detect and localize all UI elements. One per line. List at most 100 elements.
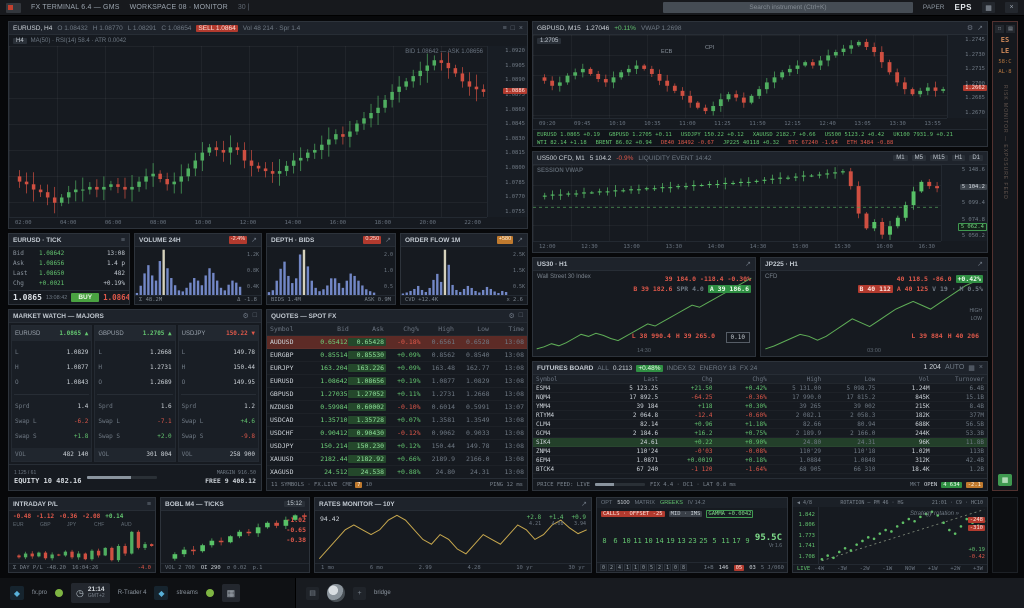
lot-size-box[interactable]: 0.10 — [725, 332, 750, 343]
matrix-tab[interactable]: MATRIX — [634, 500, 655, 506]
ticker-item[interactable]: GBPUSD 1.2705 +0.11 — [608, 132, 672, 138]
matrix-tab[interactable]: OPT — [601, 500, 613, 506]
time-axis[interactable]: 02:00 04:00 06:00 08:00 10:00 12:00 14:00 16:00… — [9, 217, 487, 228]
table-row[interactable]: GBPUSD 1.27035 1.27052 +0.11% 1.2731 1.2668 13… — [267, 388, 527, 401]
pl-mini-chart[interactable] — [9, 529, 155, 563]
timeframe-tab[interactable]: M1 — [893, 155, 908, 161]
timeframe-tab[interactable]: M15 — [929, 155, 948, 161]
fx-app-icon[interactable]: ◆ — [10, 586, 24, 600]
table-row[interactable]: CLM4 82.14 +0.96 +1.18% 82.66 80.94 688K 56.5B — [533, 420, 987, 429]
table-row[interactable]: 6EM4 1.0871 +0.0019 +0.18% 1.0884 1.0848 312K 4… — [533, 456, 987, 465]
table-row[interactable]: NZDUSD 0.59984 0.60002 -0.10% 0.6014 0.5991 13… — [267, 401, 527, 414]
matrix-value[interactable]: 6 — [613, 536, 618, 545]
pinned-app-icon[interactable]: ▤ — [306, 586, 319, 600]
minute-price-chart[interactable]: SESSION VWAP — [533, 165, 941, 241]
matrix-value[interactable]: 14 — [655, 536, 664, 545]
secondary-price-chart[interactable]: 1.2705 ECB CPI — [533, 35, 947, 118]
ticker-item[interactable]: UK100 7931.9 +0.21 — [893, 132, 953, 138]
matrix-value[interactable]: 19 — [666, 536, 675, 545]
menu-item-terminal[interactable]: FX TERMINAL 6.4 — GMS — [31, 4, 120, 11]
close-icon[interactable]: × — [978, 364, 983, 371]
buy-button[interactable]: BUY — [71, 293, 100, 302]
matrix-value[interactable]: 9 — [745, 536, 750, 545]
maximize-icon[interactable]: ↗ — [251, 237, 257, 244]
timeframe-tab[interactable]: D1 — [969, 155, 983, 161]
matrix-value[interactable]: 13 — [677, 536, 686, 545]
table-row[interactable]: BTCK4 67 240 -1 120 -1.64% 68 905 66 310 18.4K… — [533, 465, 987, 474]
index-sparkline-chart[interactable]: CFD 40 118.5 -86.0 +0.42% B 40 112 A 40 125… — [761, 271, 987, 356]
matrix-value[interactable]: 11 — [633, 536, 642, 545]
matrix-value[interactable]: 11 — [721, 536, 730, 545]
timeframe-chip[interactable]: H4 — [13, 37, 27, 44]
app-label[interactable]: streams — [176, 590, 198, 596]
stream-app-icon[interactable]: ◆ — [154, 586, 169, 600]
gear-icon[interactable]: ⚙ — [242, 313, 249, 320]
maximize-icon[interactable]: □ — [518, 312, 523, 319]
matrix-value[interactable]: 10 — [622, 536, 631, 545]
table-row[interactable]: AUDUSD 0.65412 0.65428 -0.18% 0.6561 0.6528 13… — [267, 336, 527, 349]
maximize-icon[interactable]: ↗ — [385, 237, 391, 244]
grid-icon[interactable]: ▤ — [1006, 25, 1015, 33]
ticks-candle-chart[interactable]: -1.02 -0.65 -0.38 — [161, 511, 309, 563]
grid-icon[interactable]: ▦ — [968, 365, 975, 372]
maximize-icon[interactable]: □ — [510, 24, 515, 32]
ticker-item[interactable]: USDJPY 150.22 +0.12 — [680, 132, 744, 138]
quote-tile[interactable]: GBPUSD 1.2705 ▲ L 1.2668 H 1.2731 O 1.2689 Sprd 1… — [94, 325, 176, 462]
app-label[interactable]: fx.pro — [32, 590, 48, 596]
price-axis[interactable]: 1.2745 1.2730 1.2715 1.2700 1.2685 1.2670 1.2… — [947, 35, 987, 118]
volume-histogram-chart[interactable] — [135, 247, 242, 295]
table-row[interactable]: USDJPY 150.214 150.230 +0.12% 150.44 149.78 13… — [267, 440, 527, 453]
price-axis[interactable]: 1.0920 1.0905 1.0890 1.0875 1.0860 1.0845 1.08… — [487, 46, 527, 217]
table-row[interactable]: EURGBP 0.85514 0.85530 +0.09% 0.8562 0.8540 13… — [267, 349, 527, 362]
matrix-value[interactable]: 8 — [602, 536, 607, 545]
gear-icon[interactable]: ⚙ — [508, 313, 515, 320]
maximize-icon[interactable]: ↗ — [977, 261, 983, 268]
table-row[interactable]: SIK4 24.61 +0.22 +0.90% 24.80 24.31 96K 11.8B — [533, 438, 987, 447]
clock-app[interactable]: ◷ 21:14 GMT+2 — [71, 583, 110, 603]
maximize-icon[interactable]: □ — [252, 312, 257, 319]
browser-logo-icon[interactable] — [327, 584, 345, 602]
table-row[interactable]: GCM4 2 184.6 +16.2 +0.75% 2 189.9 2 166.0 244K… — [533, 429, 987, 438]
add-app-button[interactable]: + — [353, 586, 366, 600]
ticker-item[interactable]: WTI 82.14 +1.18 — [537, 140, 587, 146]
search-input[interactable] — [662, 2, 913, 13]
menu-icon[interactable]: ≡ — [120, 236, 125, 244]
ticker-item[interactable]: XAUUSD 2182.7 +0.66 — [752, 132, 816, 138]
depth-histogram-chart[interactable] — [267, 247, 376, 295]
collapse-icon[interactable]: □ — [995, 25, 1004, 33]
matrix-tab[interactable]: 5100 — [617, 500, 630, 506]
layout-grid-icon[interactable]: ▦ — [982, 2, 995, 13]
table-row[interactable]: EURUSD 1.08642 1.08656 +0.19% 1.0877 1.0829 13… — [267, 375, 527, 388]
app-label[interactable]: R-Trader 4 — [117, 590, 147, 596]
matrix-value[interactable]: 23 — [688, 536, 697, 545]
yield-line-chart[interactable]: 94.42 +2.8 4.21 +1.4 4.08 +0.9 3 — [315, 511, 591, 563]
matrix-value[interactable]: 10 — [644, 536, 653, 545]
table-row[interactable]: XAUUSD 2182.44 2182.92 +0.66% 2189.9 2166.0 13… — [267, 453, 527, 466]
main-price-chart[interactable]: BID 1.08642 — ASK 1.08656 — [9, 46, 487, 217]
maximize-icon[interactable]: ↗ — [581, 501, 587, 508]
filter-chip[interactable]: ALL — [597, 364, 609, 372]
orderflow-histogram-chart[interactable] — [401, 247, 508, 295]
timeframe-tab[interactable]: M5 — [911, 155, 926, 161]
time-axis[interactable]: 12:00 12:30 13:00 13:30 14:00 14:30 15:00 15:30… — [533, 241, 941, 252]
index-sparkline-chart[interactable]: Wall Street 30 Index 39 184.0 -118.4 -0.30… — [533, 271, 755, 356]
table-row[interactable]: RTYM4 2 064.8 -12.4 -0.60% 2 082.1 2 058.3 182… — [533, 411, 987, 420]
table-row[interactable]: YMM4 39 184 +118 +0.30% 39 265 39 002 215K 8.4B — [533, 402, 987, 411]
menu-icon[interactable]: ≡ — [146, 500, 151, 508]
filter-chip[interactable]: ENERGY 18 — [699, 364, 736, 372]
filter-chip[interactable]: +0.48% — [636, 364, 663, 372]
ticker-item[interactable]: ETH 3484 -0.88 — [846, 140, 894, 146]
ticker-item[interactable]: JP225 40118 +0.32 — [722, 140, 780, 146]
apps-button[interactable]: ▦ — [998, 474, 1012, 486]
maximize-icon[interactable]: ↗ — [745, 261, 751, 268]
ticker-item[interactable]: BRENT 86.02 +0.94 — [595, 140, 652, 146]
price-axis[interactable]: 5 148.65 124.05 099.45 074.85 050.2 5 10… — [941, 165, 987, 241]
gear-icon[interactable]: ⚙ — [966, 25, 974, 32]
matrix-value[interactable]: 17 — [732, 536, 741, 545]
ticker-item[interactable]: DE40 18492 -0.67 — [660, 140, 714, 146]
table-row[interactable]: EURJPY 163.204 163.226 +0.09% 163.48 162.77 13… — [267, 362, 527, 375]
maximize-icon[interactable]: ↗ — [517, 237, 523, 244]
table-row[interactable]: XAGUSD 24.512 24.538 +0.88% 24.80 24.31 13:08 — [267, 466, 527, 478]
filter-chip[interactable]: FX 24 — [739, 364, 758, 372]
matrix-tab[interactable]: GREEKS — [659, 500, 683, 506]
